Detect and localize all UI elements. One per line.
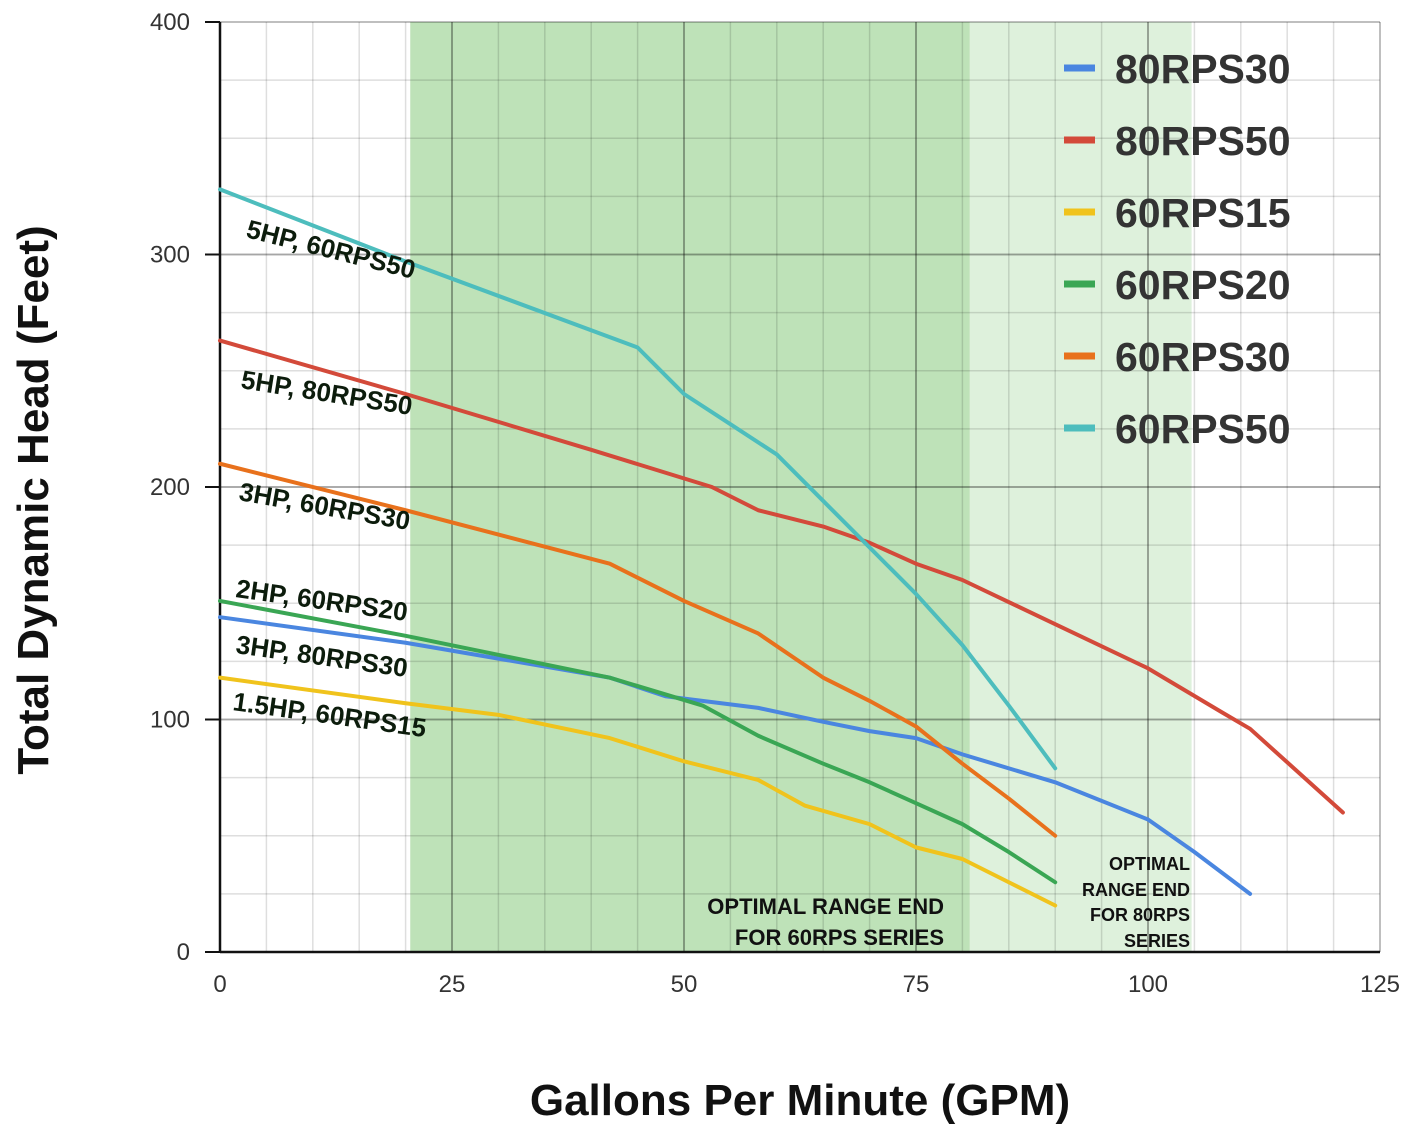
annotation: FOR 60RPS SERIES xyxy=(735,925,944,950)
series-line xyxy=(218,675,1058,908)
x-tick-label: 100 xyxy=(1128,971,1168,998)
legend-label: 60RPS15 xyxy=(1115,190,1291,236)
series-line xyxy=(218,461,1058,838)
x-tick-label: 0 xyxy=(213,971,226,998)
curve-label: 3HP, 60RPS30 xyxy=(237,476,413,536)
legend-label: 60RPS20 xyxy=(1115,262,1291,308)
curve-label: 5HP, 60RPS50 xyxy=(244,214,419,285)
y-tick-label: 200 xyxy=(150,474,190,501)
y-tick-label: 100 xyxy=(150,707,190,734)
x-tick-label: 25 xyxy=(439,971,466,998)
annotation: FOR 80RPS xyxy=(1090,905,1190,925)
series-line xyxy=(218,338,1345,815)
x-tick-label: 50 xyxy=(671,971,698,998)
y-tick-label: 400 xyxy=(150,9,190,36)
x-axis-title: Gallons Per Minute (GPM) xyxy=(530,1076,1070,1125)
annotation: SERIES xyxy=(1124,931,1190,951)
x-tick-label: 75 xyxy=(903,971,930,998)
shaded-region xyxy=(410,22,970,952)
annotation: RANGE END xyxy=(1082,880,1190,900)
legend-label: 60RPS50 xyxy=(1115,406,1291,452)
curve-label: 3HP, 80RPS30 xyxy=(234,629,409,683)
x-tick-label: 125 xyxy=(1360,971,1400,998)
legend-label: 80RPS50 xyxy=(1115,118,1291,164)
y-tick-label: 0 xyxy=(177,939,190,966)
legend-label: 80RPS30 xyxy=(1115,46,1291,92)
y-axis-title: Total Dynamic Head (Feet) xyxy=(9,225,58,774)
series-line xyxy=(218,187,1058,771)
annotation: OPTIMAL RANGE END xyxy=(707,894,944,919)
legend-label: 60RPS30 xyxy=(1115,334,1291,380)
y-tick-label: 300 xyxy=(150,242,190,269)
series-line xyxy=(218,598,1058,885)
annotation: OPTIMAL xyxy=(1109,854,1190,874)
